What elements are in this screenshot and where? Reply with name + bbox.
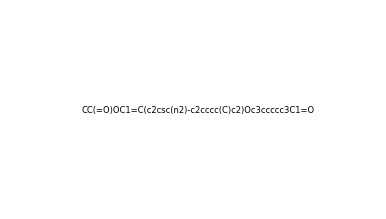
- Text: CC(=O)OC1=C(c2csc(n2)-c2cccc(C)c2)Oc3ccccc3C1=O: CC(=O)OC1=C(c2csc(n2)-c2cccc(C)c2)Oc3ccc…: [81, 106, 314, 115]
